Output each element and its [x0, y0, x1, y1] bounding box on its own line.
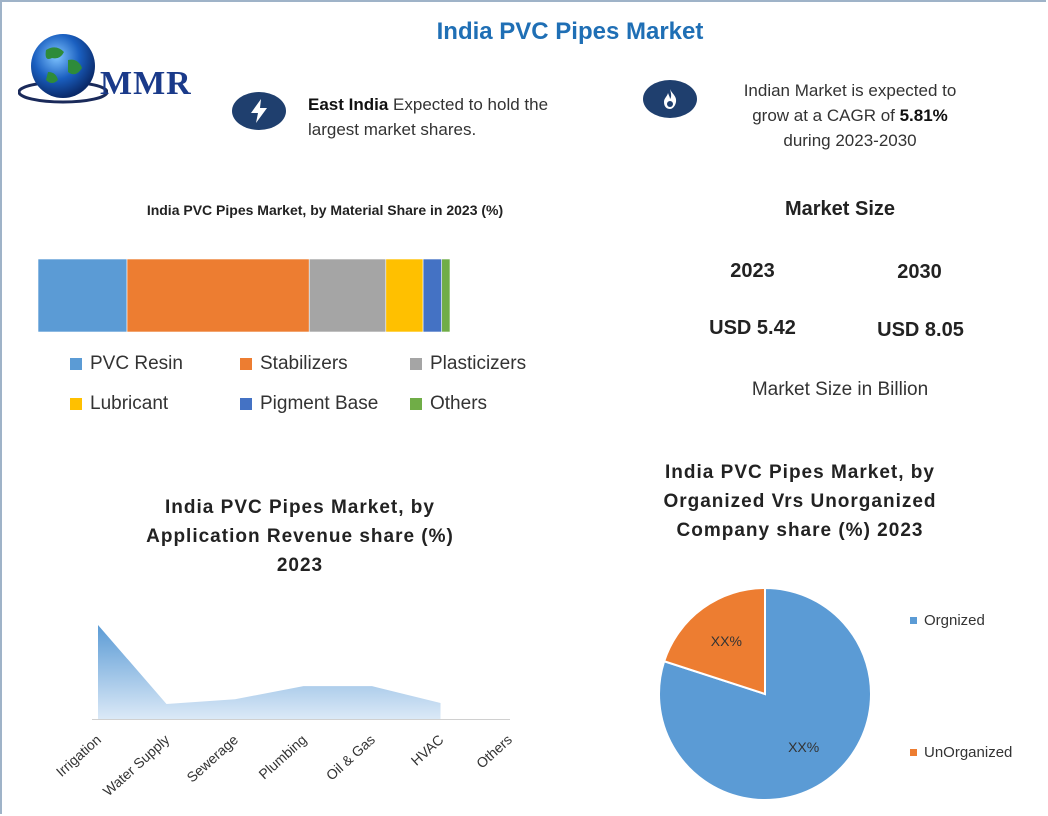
globe-icon — [17, 34, 109, 104]
pie-legend-organized: Orgnized — [910, 612, 985, 629]
x-tick-label: Sewerage — [183, 731, 241, 785]
market-size-value-2030: USD 8.05 — [877, 319, 964, 341]
legend-swatch — [240, 398, 252, 410]
pie-slice-label: XX% — [788, 739, 819, 755]
highlight-east-india: East India Expected to hold the largest … — [308, 92, 598, 142]
legend-item-lubricant: Lubricant — [70, 393, 168, 415]
bar-segment-others — [441, 259, 450, 332]
legend-item-stabilizers: Stabilizers — [240, 353, 348, 375]
legend-label: Stabilizers — [260, 353, 348, 374]
x-tick-label: HVAC — [408, 731, 447, 768]
legend-label: Pigment Base — [260, 393, 379, 414]
company-title-line3: Company share (%) 2023 — [676, 520, 924, 541]
material-chart-title: India PVC Pipes Market, by Material Shar… — [146, 202, 504, 218]
legend-label: Lubricant — [90, 393, 169, 414]
company-title-line1: India PVC Pipes Market, by — [665, 462, 935, 483]
market-size-title: Market Size — [784, 198, 896, 220]
legend-swatch — [410, 358, 422, 370]
x-tick-label: Irrigation — [53, 731, 104, 779]
pie-slice-label: XX% — [711, 633, 742, 649]
market-size-year-2023: 2023 — [730, 260, 775, 282]
bar-segment-lubricant — [385, 259, 424, 332]
market-size-note: Market Size in Billion — [751, 379, 929, 400]
page-title: India PVC Pipes Market — [436, 18, 704, 45]
legend-label: Others — [430, 393, 488, 414]
market-size-year-2030: 2030 — [897, 261, 942, 283]
bar-segment-pvc-resin — [38, 259, 128, 332]
legend-label: Plasticizers — [430, 353, 527, 374]
pie-legend-unorganized: UnOrganized — [910, 744, 1012, 761]
highlight-bold: East India — [308, 95, 389, 114]
bar-segment-stabilizers — [126, 259, 310, 332]
legend-swatch — [70, 358, 82, 370]
highlight-text-2: largest market shares. — [308, 120, 477, 139]
legend-label: PVC Resin — [90, 353, 183, 374]
legend-swatch — [410, 398, 422, 410]
cagr-line1: Indian Market is expected to — [743, 81, 957, 100]
pie-slice-orgnized — [658, 586, 872, 801]
cagr-line3: during 2023-2030 — [783, 131, 917, 150]
x-tick-label: Plumbing — [255, 731, 309, 782]
company-pie-chart: XX% XX% — [658, 586, 872, 801]
legend-swatch — [70, 398, 82, 410]
lightning-icon — [232, 92, 286, 130]
legend-swatch — [910, 749, 917, 756]
pie-legend-label: Orgnized — [924, 612, 985, 629]
legend-swatch — [910, 617, 917, 624]
market-size-value-2023: USD 5.42 — [709, 317, 796, 339]
x-tick-label: Water Supply — [100, 731, 173, 799]
bar-segment-pigment-base — [422, 259, 443, 332]
material-stacked-bar — [38, 259, 450, 332]
legend-item-others: Others — [410, 393, 487, 415]
cagr-line2: grow at a CAGR of — [752, 106, 900, 125]
bar-segment-plasticizers — [308, 259, 387, 332]
application-title-line1: India PVC Pipes Market, by — [165, 497, 435, 518]
application-area-fill — [98, 625, 441, 719]
company-chart-title: India PVC Pipes Market, by Organized Vrs… — [620, 458, 980, 545]
application-title-line2: Application Revenue share (%) — [146, 526, 454, 547]
application-title-line3: 2023 — [276, 555, 324, 576]
legend-item-plasticizers: Plasticizers — [410, 353, 526, 375]
x-tick-label: Others — [473, 731, 515, 771]
pie-legend-label: UnOrganized — [924, 744, 1013, 761]
x-tick-label: Oil & Gas — [323, 731, 378, 783]
legend-item-pigment-base: Pigment Base — [240, 393, 378, 415]
legend-item-pvc-resin: PVC Resin — [70, 353, 183, 375]
logo — [17, 30, 109, 110]
flame-icon — [643, 80, 697, 118]
pie-slice-unorganized — [662, 586, 766, 696]
highlight-text: Expected to hold the — [388, 95, 549, 114]
company-title-line2: Organized Vrs Unorganized — [663, 491, 937, 512]
highlight-cagr: Indian Market is expected to grow at a C… — [720, 78, 980, 153]
application-chart-title: India PVC Pipes Market, by Application R… — [100, 493, 500, 580]
legend-swatch — [240, 358, 252, 370]
cagr-value: 5.81% — [899, 106, 948, 125]
logo-text: MMR — [100, 65, 192, 102]
